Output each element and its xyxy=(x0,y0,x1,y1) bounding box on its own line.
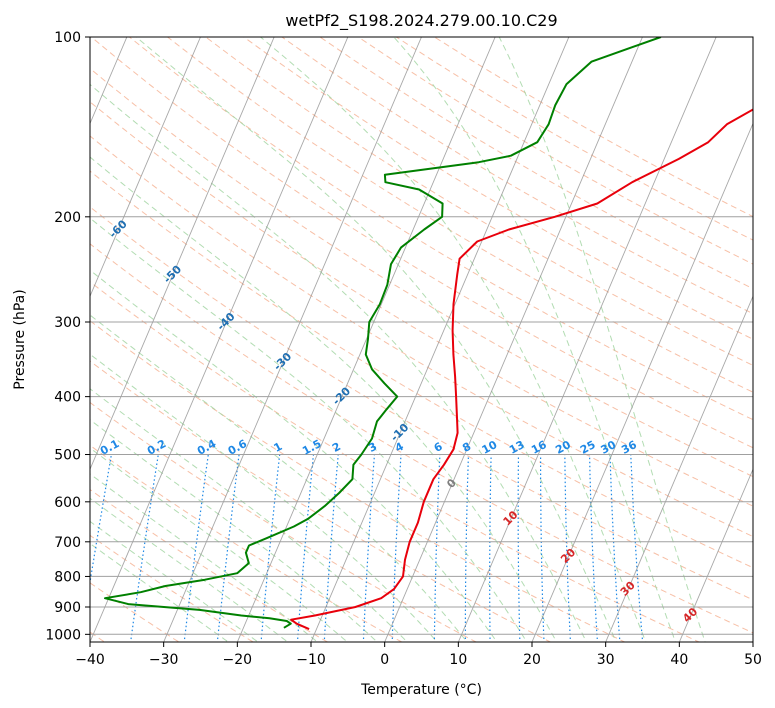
profile-lines xyxy=(104,37,753,631)
x-axis-label: Temperature (°C) xyxy=(360,682,482,698)
mixing-ratio-lines xyxy=(90,454,644,642)
y-tick-label: 600 xyxy=(54,495,81,511)
mixing-ratio-line xyxy=(362,454,375,642)
moist-adiabat-line xyxy=(90,419,378,642)
moist-adiabat-line xyxy=(260,37,647,642)
x-tick-label: −30 xyxy=(149,652,179,668)
moist-adiabat-line xyxy=(90,314,468,642)
dry-adiabat-line xyxy=(90,401,478,642)
isotherm-line xyxy=(90,37,201,298)
mixing-ratio-line xyxy=(260,454,281,642)
moist-adiabat-line xyxy=(90,520,259,642)
dry-adiabat-line xyxy=(166,37,753,393)
dry-adiabat-line xyxy=(90,488,329,642)
x-tick-label: −20 xyxy=(223,652,253,668)
mixing-ratio-label: 20 xyxy=(553,438,573,457)
dry-adiabat-line xyxy=(90,444,403,642)
moist-adiabat-line xyxy=(90,217,528,642)
dry-adiabat-line xyxy=(90,534,255,642)
moist-adiabat-line xyxy=(90,269,498,642)
pressure-gridlines xyxy=(90,37,753,635)
plot-area: 0.10.20.40.611.52346810131620253036-100-… xyxy=(90,37,753,642)
y-tick-label: 1000 xyxy=(45,627,81,643)
mixing-ratio-line xyxy=(391,454,402,642)
dry-adiabat-line xyxy=(128,37,753,421)
mixing-ratio-line xyxy=(609,454,621,642)
moist-adiabat-line xyxy=(498,37,706,642)
y-tick-label: 200 xyxy=(54,210,81,226)
isotherm-line xyxy=(384,37,643,642)
x-axis-ticks: −40 −30 −20 −10 0 10 20 30 40 50 xyxy=(75,642,762,668)
isotherm-line xyxy=(90,37,275,471)
mixing-ratio-line xyxy=(464,454,469,642)
moist-adiabat-line xyxy=(90,542,230,642)
x-tick-label: 10 xyxy=(449,652,467,668)
dry-adiabat-line xyxy=(90,281,701,642)
dry-adiabat-line xyxy=(90,101,753,507)
moist-adiabat-line xyxy=(90,156,558,642)
x-tick-label: 30 xyxy=(597,652,615,668)
y-tick-label: 300 xyxy=(54,315,81,331)
mixing-ratio-line xyxy=(517,454,521,642)
mixing-ratio-label: 25 xyxy=(578,438,598,457)
moist-adiabat-line xyxy=(90,353,438,642)
mixing-ratio-line xyxy=(630,454,644,642)
dry-adiabat-line xyxy=(242,37,753,340)
moist-adiabat-line xyxy=(90,473,319,642)
y-tick-label: 500 xyxy=(54,448,81,464)
x-tick-label: 0 xyxy=(380,652,389,668)
mixing-ratio-label: 36 xyxy=(619,438,639,457)
isotherm-line xyxy=(531,122,753,642)
y-axis-ticks: 100 200 300 400 500 600 700 800 900 1000 xyxy=(45,30,90,643)
mixing-ratio-label: 30 xyxy=(599,438,619,457)
moist-adiabat-line xyxy=(90,497,289,642)
moist-adiabat-line xyxy=(393,37,676,642)
mixing-ratio-line xyxy=(588,454,599,642)
dry-adiabats xyxy=(90,37,753,642)
dry-adiabat-line xyxy=(90,320,626,642)
y-tick-label: 900 xyxy=(54,600,81,616)
mixing-ratio-label: 16 xyxy=(529,438,549,457)
mixing-ratio-line xyxy=(489,454,492,642)
mixing-ratio-label: 10 xyxy=(480,438,500,457)
chart-title: wetPf2_S198.2024.279.00.10.C29 xyxy=(285,11,557,31)
y-tick-label: 400 xyxy=(54,390,81,406)
x-tick-label: 20 xyxy=(523,652,541,668)
mixing-ratio-line xyxy=(564,454,572,642)
dry-adiabat-line xyxy=(90,243,753,634)
y-axis-label: Pressure (hPa) xyxy=(12,289,28,389)
dry-adiabat-line xyxy=(90,67,753,478)
isotherm-line xyxy=(163,37,422,642)
mixing-ratio-line xyxy=(296,454,315,642)
temperature-line xyxy=(290,108,753,631)
moist-adiabat-line xyxy=(135,37,617,642)
moist-adiabats xyxy=(90,37,706,642)
y-tick-label: 700 xyxy=(54,535,81,551)
dry-adiabat-line xyxy=(281,37,753,315)
isotherm-line xyxy=(90,37,349,642)
y-tick-label: 100 xyxy=(54,30,81,46)
x-tick-label: −10 xyxy=(296,652,326,668)
dry-adiabat-line xyxy=(90,206,753,601)
dry-adiabat-line xyxy=(90,135,753,538)
x-tick-label: −40 xyxy=(75,652,105,668)
isotherm-line xyxy=(90,37,128,125)
dry-adiabat-line xyxy=(90,360,552,642)
isotherm-line xyxy=(457,37,717,642)
x-tick-label: 40 xyxy=(670,652,688,668)
mixing-ratio-line xyxy=(433,454,441,642)
isotherm-line xyxy=(310,37,570,642)
plot-frame xyxy=(89,36,754,643)
mixing-ratio-label: 13 xyxy=(507,438,527,457)
isotherm-line xyxy=(678,468,753,642)
y-tick-label: 800 xyxy=(54,569,81,585)
isotherm-line xyxy=(605,295,753,642)
mixing-ratio-line xyxy=(540,454,545,642)
x-tick-label: 50 xyxy=(744,652,762,668)
dewpoint-line xyxy=(104,37,662,629)
